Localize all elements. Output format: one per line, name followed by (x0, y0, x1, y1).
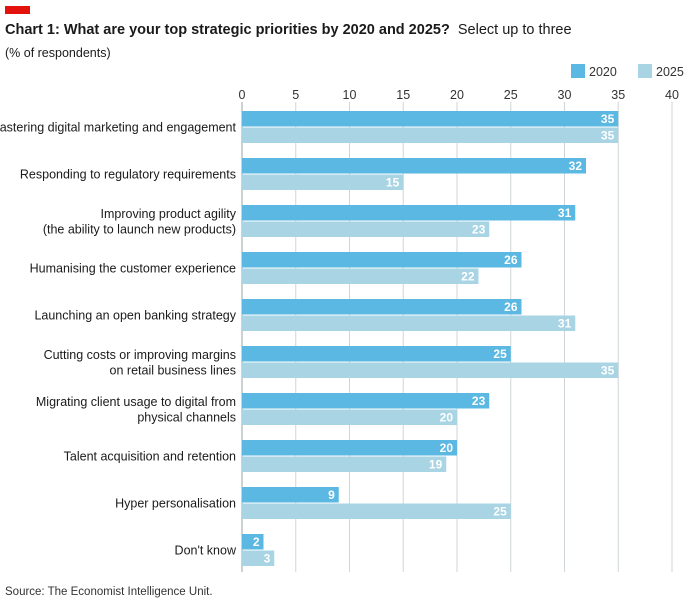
x-tick-label: 35 (611, 88, 625, 102)
bar-2020 (242, 346, 511, 362)
bar-2020 (242, 111, 619, 127)
bar-2025 (242, 268, 479, 284)
x-tick-label: 40 (665, 88, 679, 102)
bar-2025 (242, 315, 576, 331)
category-label: physical channels (137, 410, 236, 424)
bar-2025 (242, 503, 511, 519)
category-label: Humanising the customer experience (30, 262, 236, 276)
bar-2020 (242, 252, 522, 268)
bar-2020 (242, 534, 264, 550)
category-label: on retail business lines (110, 363, 236, 377)
bar-2020 (242, 158, 586, 174)
source-note: Source: The Economist Intelligence Unit. (5, 586, 213, 598)
x-tick-label: 5 (292, 88, 299, 102)
data-label: 19 (429, 458, 443, 472)
data-label: 35 (601, 112, 615, 126)
category-label: Responding to regulatory requirements (20, 168, 236, 182)
data-label: 31 (558, 206, 572, 220)
data-label: 9 (328, 488, 335, 502)
bar-2025 (242, 174, 404, 190)
data-label: 32 (569, 159, 583, 173)
chart-title: Chart 1: What are your top strategic pri… (5, 22, 572, 38)
category-label: Don't know (175, 544, 237, 558)
data-label: 20 (440, 411, 454, 425)
data-label: 23 (472, 223, 486, 237)
x-tick-label: 0 (239, 88, 246, 102)
data-label: 35 (601, 129, 615, 143)
data-label: 35 (601, 364, 615, 378)
x-tick-label: 30 (558, 88, 572, 102)
category-label: Cutting costs or improving margins (44, 348, 236, 362)
category-label: Hyper personalisation (115, 497, 236, 511)
bar-2025 (242, 456, 447, 472)
legend-label-2020: 2020 (589, 65, 617, 79)
data-label: 3 (264, 552, 271, 566)
category-label: Launching an open banking strategy (34, 309, 236, 323)
data-label: 23 (472, 394, 486, 408)
category-label: Migrating client usage to digital from (36, 395, 236, 409)
brand-red-bar (5, 6, 30, 14)
legend-label-2025: 2025 (656, 65, 684, 79)
x-tick-label: 20 (450, 88, 464, 102)
x-tick-label: 25 (504, 88, 518, 102)
x-tick-label: 10 (343, 88, 357, 102)
bar-2025 (242, 409, 457, 425)
data-label: 20 (440, 441, 454, 455)
data-label: 26 (504, 253, 518, 267)
bar-2020 (242, 393, 490, 409)
bar-2020 (242, 487, 339, 503)
legend-swatch-2020 (571, 64, 585, 78)
data-label: 25 (493, 505, 507, 519)
data-label: 31 (558, 317, 572, 331)
bar-2020 (242, 205, 576, 221)
data-label: 22 (461, 270, 475, 284)
bar-2025 (242, 550, 275, 566)
category-label: Mastering digital marketing and engageme… (0, 121, 237, 135)
data-label: 2 (253, 535, 260, 549)
chart-subtitle: Select up to three (457, 22, 572, 38)
bar-2025 (242, 362, 619, 378)
category-label: Improving product agility (101, 207, 237, 221)
bar-2020 (242, 299, 522, 315)
data-label: 15 (386, 176, 400, 190)
category-label: Talent acquisition and retention (64, 450, 236, 464)
x-tick-label: 15 (396, 88, 410, 102)
chart-title-main: Chart 1: What are your top strategic pri… (5, 22, 450, 38)
data-label: 26 (504, 300, 518, 314)
bar-2020 (242, 440, 457, 456)
legend-swatch-2025 (638, 64, 652, 78)
bar-2025 (242, 127, 619, 143)
category-label: (the ability to launch new products) (43, 222, 236, 236)
bar-2025 (242, 221, 490, 237)
chart-unit-label: (% of respondents) (5, 46, 111, 60)
data-label: 25 (493, 347, 507, 361)
